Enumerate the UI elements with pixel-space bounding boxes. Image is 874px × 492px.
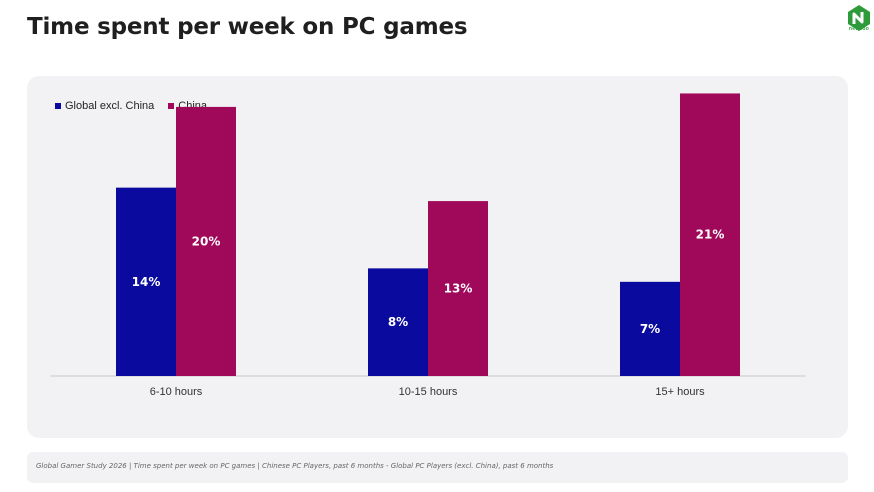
newzoo-logo-icon (848, 5, 870, 31)
logo-text: newzoo (848, 26, 870, 32)
data-label-global-0: 14% (132, 275, 161, 289)
x-tick-label-2: 15+ hours (655, 386, 705, 398)
bar-china-0 (176, 106, 236, 376)
legend-label-global: Global excl. China (65, 100, 155, 112)
bar-china-2 (680, 93, 740, 377)
data-label-global-1: 8% (388, 315, 408, 329)
x-tick-label-0: 6-10 hours (150, 386, 203, 398)
source-note: Global Gamer Study 2026 | Time spent per… (36, 462, 554, 470)
bar-global-0 (116, 187, 176, 376)
bar-global-1 (368, 268, 428, 376)
source-footer: Global Gamer Study 2026 | Time spent per… (27, 452, 848, 483)
data-label-china-0: 20% (192, 234, 221, 248)
data-label-global-2: 7% (640, 322, 660, 336)
data-label-china-1: 13% (444, 282, 473, 296)
bar-china-1 (428, 201, 488, 376)
page-title: Time spent per week on PC games (27, 14, 468, 40)
data-label-china-2: 21% (696, 228, 725, 242)
x-tick-label-1: 10-15 hours (399, 386, 458, 398)
legend-item-global: Global excl. China (55, 100, 154, 112)
legend-swatch-china (168, 103, 175, 109)
bar-global-2 (620, 281, 680, 376)
legend-swatch-global (55, 103, 61, 109)
